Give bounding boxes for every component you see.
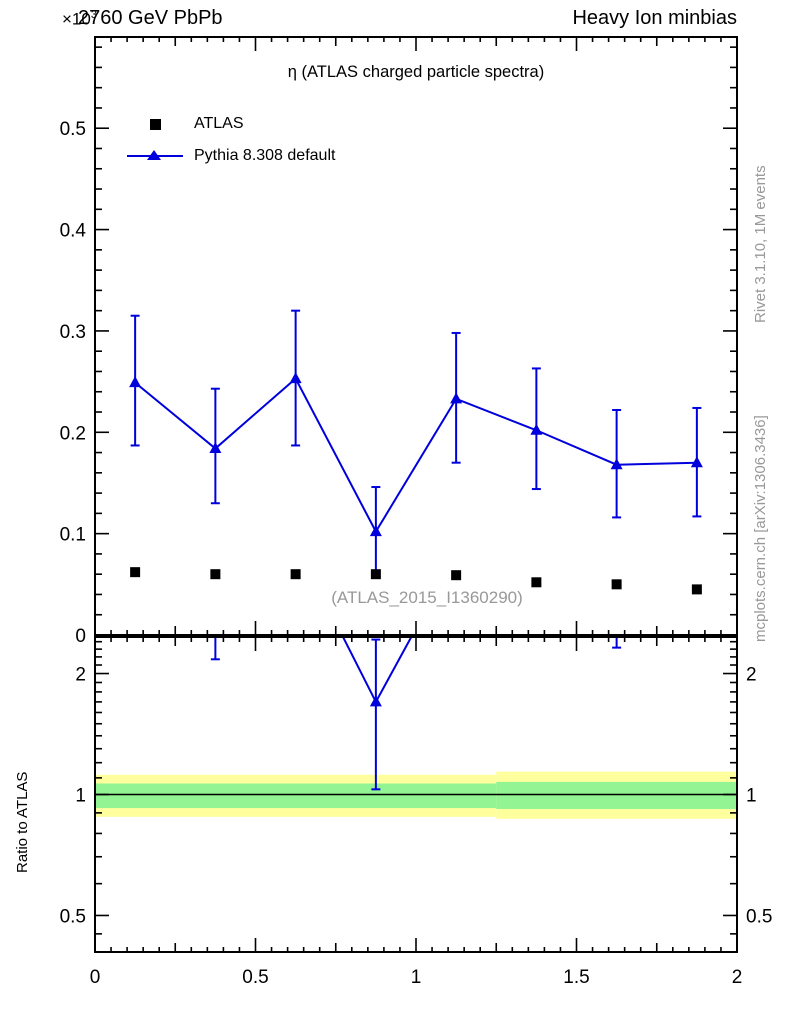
x-tick-labels: 0 0.5 1 1.5 2 [90, 967, 743, 988]
green-uncertainty-band [95, 781, 737, 810]
mcplots-arxiv-label: mcplots.cern.ch [arXiv:1306.3436] [752, 415, 769, 642]
legend-label-pythia: Pythia 8.308 default [194, 147, 336, 164]
ratio-y-ticks [95, 640, 737, 935]
svg-text:0.5: 0.5 [60, 119, 86, 140]
y-axis-multiplier: ×103 [62, 9, 97, 29]
series-pythia [129, 309, 703, 574]
svg-text:0: 0 [75, 626, 86, 647]
svg-text:1: 1 [75, 786, 86, 807]
series-atlas [130, 567, 702, 595]
atlas-square-marker-icon [125, 116, 185, 132]
analysis-watermark: (ATLAS_2015_I1360290) [331, 588, 523, 607]
svg-text:1: 1 [746, 786, 757, 807]
ratio-x-ticks [94, 637, 738, 952]
pythia-line-triangle-marker-icon [125, 148, 185, 164]
svg-text:0.5: 0.5 [60, 906, 86, 927]
ratio-y-tick-labels: 0.5 0.5 1 1 2 2 [60, 665, 773, 928]
svg-text:0.4: 0.4 [60, 221, 87, 242]
svg-text:0.5: 0.5 [242, 967, 268, 988]
main-y-tick-labels: 0 0.1 0.2 0.3 0.4 0.5 [60, 119, 87, 647]
observable-title: η (ATLAS charged particle spectra) [287, 63, 545, 81]
rivet-version-label: Rivet 3.1.10, 1M events [752, 165, 769, 323]
svg-text:0.5: 0.5 [746, 906, 772, 927]
legend-item-atlas: ATLAS [125, 108, 335, 140]
svg-text:2: 2 [732, 967, 743, 988]
svg-text:1.5: 1.5 [563, 967, 589, 988]
legend-label-atlas: ATLAS [194, 115, 244, 132]
svg-text:0.3: 0.3 [60, 322, 86, 343]
legend-item-pythia: Pythia 8.308 default [125, 140, 335, 172]
main-y-ticks [95, 46, 737, 636]
svg-text:0: 0 [90, 967, 101, 988]
svg-text:1: 1 [411, 967, 422, 988]
svg-text:2: 2 [75, 665, 86, 686]
svg-text:2: 2 [746, 665, 757, 686]
ratio-axis-title: Ratio to ATLAS [14, 771, 31, 873]
process-title: Heavy Ion minbias [572, 7, 737, 29]
ratio-series-pythia [210, 638, 622, 791]
legend: ATLAS Pythia 8.308 default [125, 108, 335, 172]
svg-text:0.1: 0.1 [60, 525, 86, 546]
svg-text:0.2: 0.2 [60, 423, 86, 444]
main-x-ticks [94, 37, 738, 635]
beam-title: 2760 GeV PbPb [78, 7, 223, 29]
